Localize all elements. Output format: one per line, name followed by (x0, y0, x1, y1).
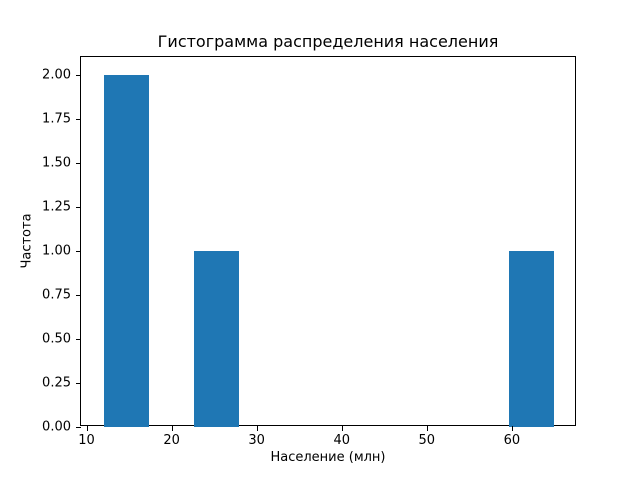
x-tick-mark (256, 426, 258, 431)
y-tick-label: 0.50 (42, 331, 71, 347)
y-tick-mark (76, 427, 81, 428)
y-tick-mark (76, 74, 81, 76)
x-tick-label: 10 (78, 433, 95, 448)
y-tick-label: 2.00 (42, 67, 71, 83)
x-tick-label: 40 (333, 433, 351, 448)
y-tick-label: 0.25 (42, 375, 71, 391)
y-tick-label: 0.75 (42, 287, 71, 303)
x-tick-mark (511, 426, 513, 431)
y-tick-mark (76, 118, 81, 120)
histogram-bar (103, 74, 149, 427)
histogram-bar (509, 250, 555, 427)
x-tick-mark (86, 426, 88, 431)
x-tick-mark (341, 426, 343, 431)
y-tick-label: 1.25 (42, 199, 71, 215)
x-tick-label: 60 (503, 433, 521, 448)
x-tick-label: 20 (163, 433, 180, 448)
y-tick-mark (76, 294, 81, 296)
y-tick-label: 1.75 (42, 111, 71, 127)
x-tick-mark (426, 426, 428, 431)
plot-area: 10 20 30 40 50 60 0.00 0.25 0.50 0.75 1.00 1.25 1.50… (42, 56, 576, 448)
y-tick-mark (76, 383, 81, 384)
x-tick-mark (171, 426, 173, 431)
y-axis-label: Частота (19, 213, 35, 269)
y-tick-mark (76, 162, 81, 164)
y-tick-label: 1.00 (42, 243, 71, 259)
x-tick-label: 50 (418, 433, 436, 448)
y-tick-label: 0.00 (42, 419, 71, 435)
x-tick-label: 30 (248, 433, 265, 448)
y-tick-mark (76, 206, 81, 208)
y-tick-label: 1.50 (42, 155, 71, 171)
x-axis-label: Население (млн) (270, 450, 386, 465)
y-tick-mark (76, 338, 81, 340)
histogram-bar (193, 250, 239, 427)
y-tick-mark (76, 250, 81, 252)
chart-title: Гистограмма распределения населения (157, 32, 499, 51)
